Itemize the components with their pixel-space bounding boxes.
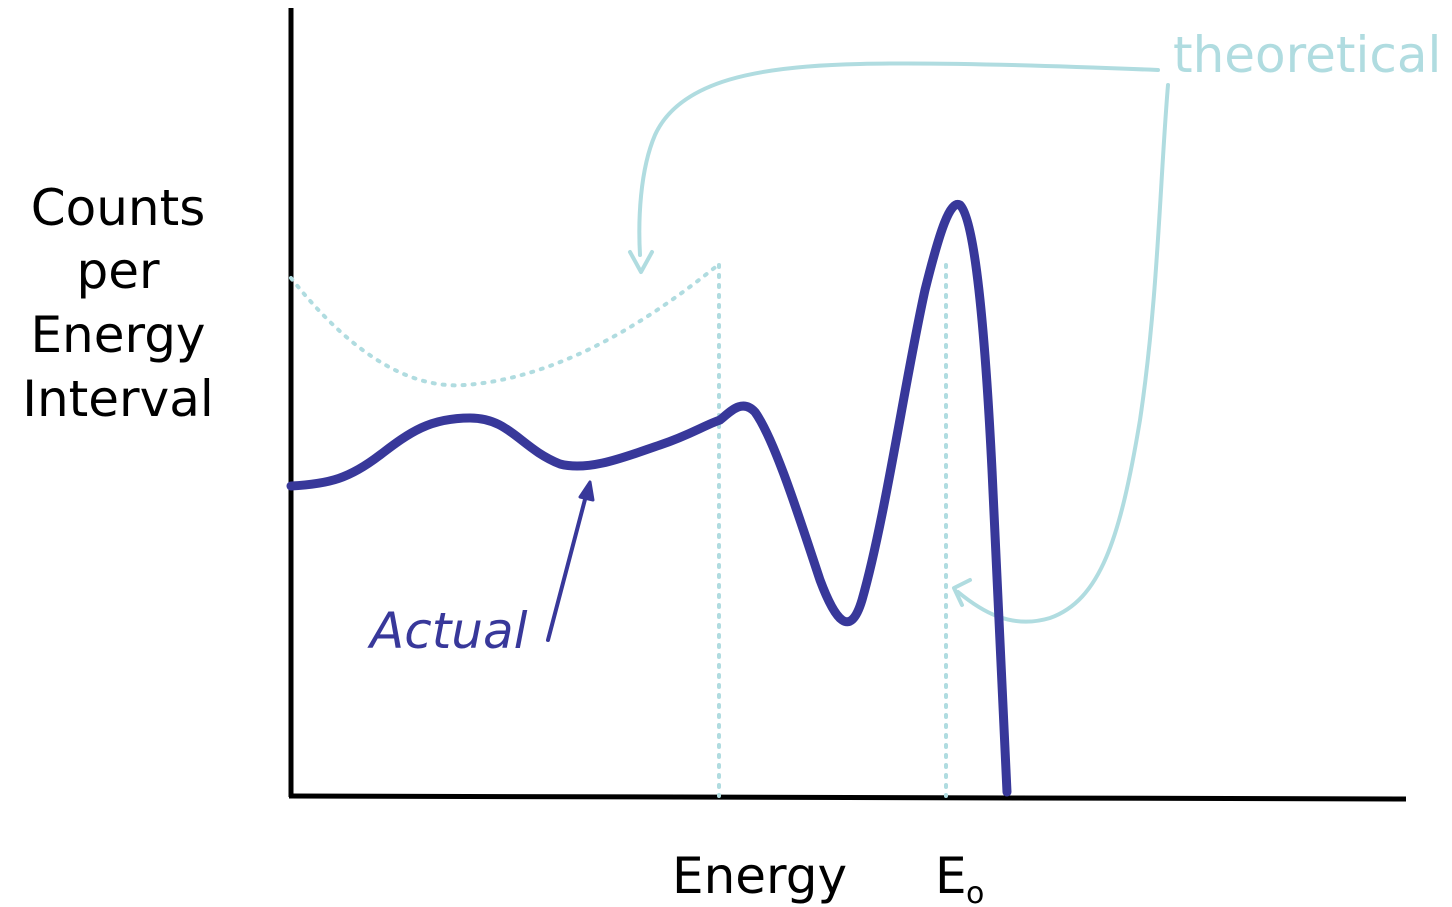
theoretical-curve xyxy=(289,263,720,388)
y-axis-label-line-3: Energy xyxy=(30,306,205,364)
e0-label: E o xyxy=(935,847,984,907)
theoretical-upper-leader xyxy=(637,61,1160,257)
e0-label-main: E xyxy=(935,847,967,905)
y-axis-label-line-4: Interval xyxy=(22,370,213,428)
theoretical-lower-leader xyxy=(956,83,1170,624)
x-axis-label: Energy xyxy=(672,847,847,905)
y-axis-label-line-2: per xyxy=(76,242,160,300)
theoretical-label: theoretical xyxy=(1173,26,1441,84)
e0-label-subscript: o xyxy=(966,876,984,907)
actual-arrowhead xyxy=(578,480,595,502)
actual-leader xyxy=(546,486,590,642)
theoretical-upper-arrowhead xyxy=(628,250,654,274)
x-axis xyxy=(288,793,1407,802)
y-axis-label-line-1: Counts xyxy=(31,179,206,237)
y-axis-label: Counts per Energy Interval xyxy=(22,179,213,428)
theoretical-callout: theoretical xyxy=(628,26,1441,624)
theoretical-lower-arrowhead xyxy=(952,578,972,607)
actual-curve xyxy=(286,200,1012,797)
actual-label: Actual xyxy=(367,602,528,660)
actual-callout: Actual xyxy=(367,480,595,660)
